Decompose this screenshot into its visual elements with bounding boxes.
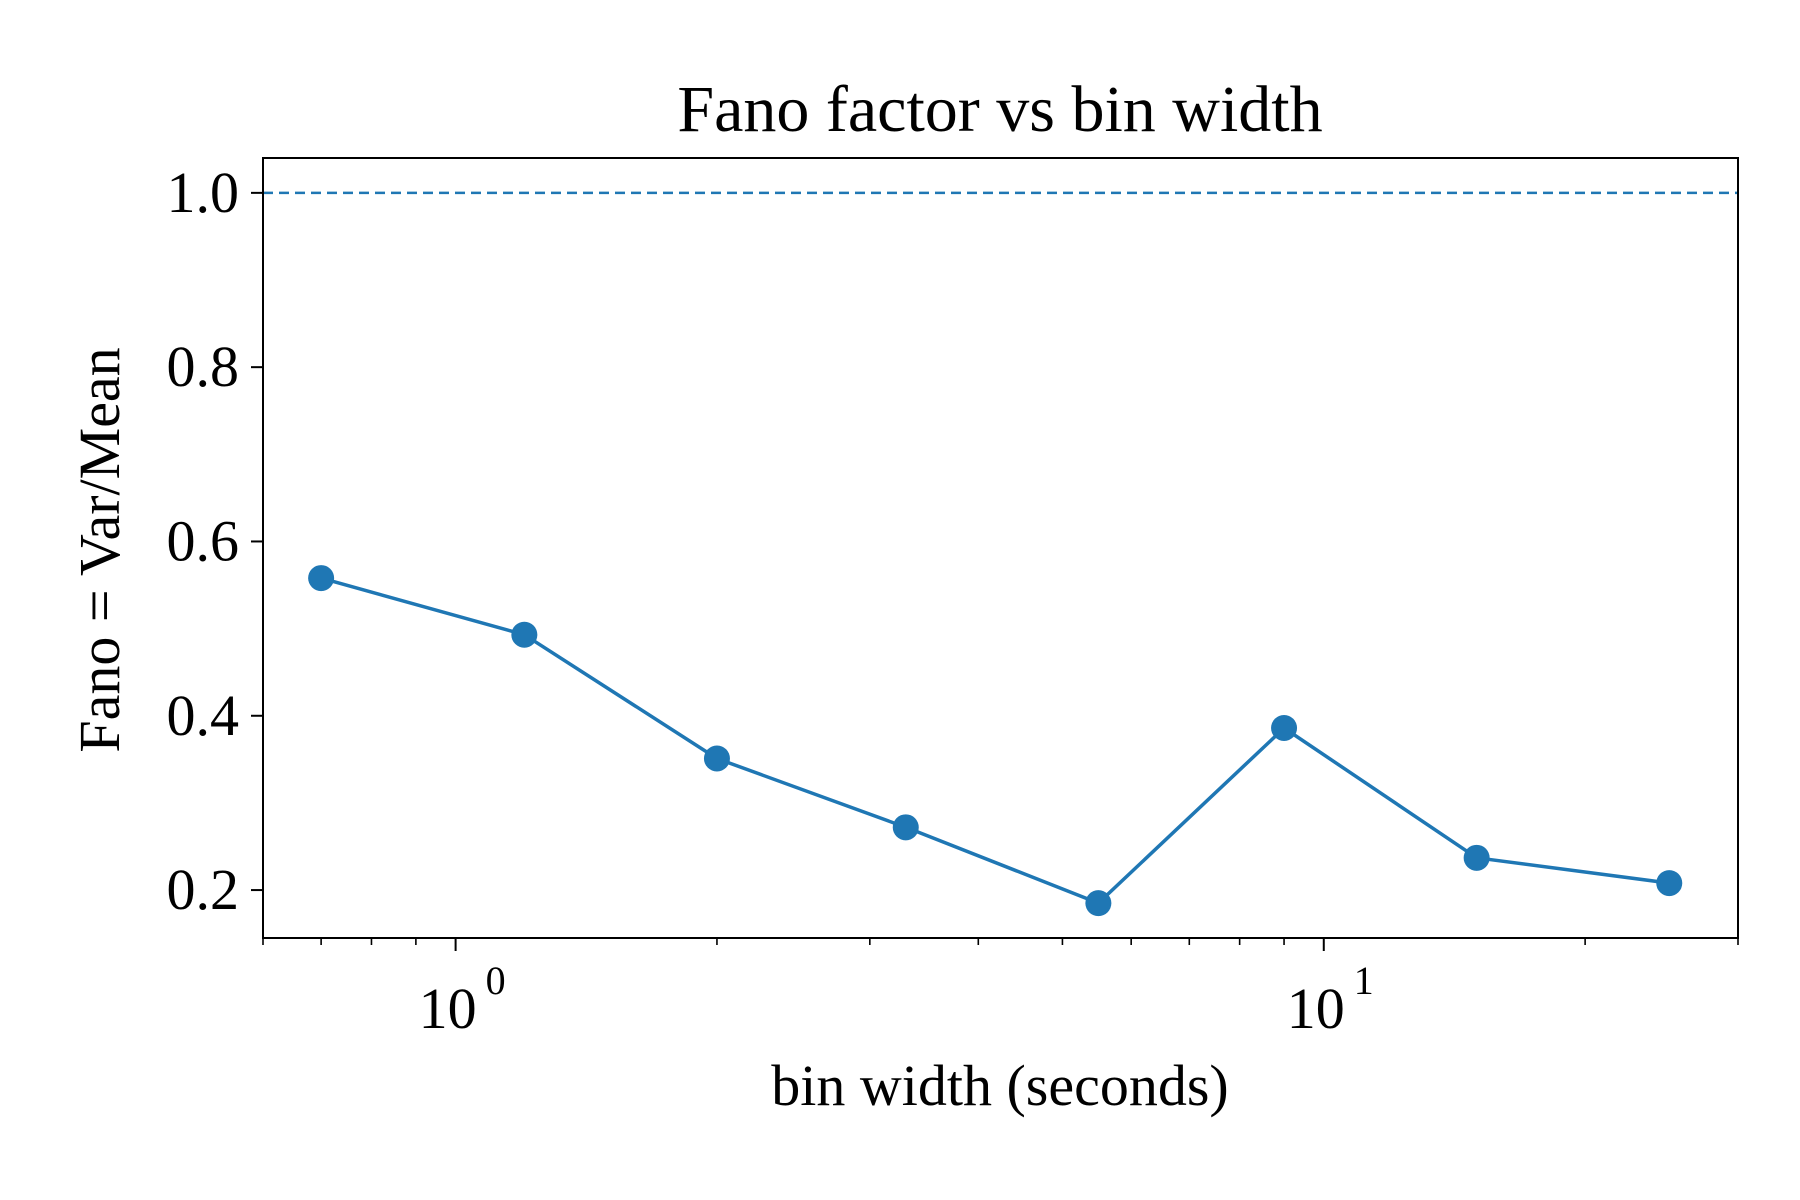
y-tick-label: 0.4 (167, 683, 240, 748)
x-tick-label: 10 (1287, 976, 1345, 1041)
y-tick-label: 0.2 (167, 857, 240, 922)
chart-title: Fano factor vs bin width (677, 73, 1322, 146)
x-tick-label: 10 (419, 976, 477, 1041)
data-point (892, 814, 919, 841)
y-tick-label: 0.8 (167, 334, 240, 399)
data-point (1656, 870, 1683, 897)
plot-area: 0.20.40.60.81.010 0 10 1 (167, 160, 1739, 1041)
plot-frame (262, 157, 1739, 939)
y-tick-label: 0.6 (167, 508, 240, 573)
data-point (1271, 714, 1298, 741)
series-line (320, 576, 1670, 905)
y-axis-label: Fano = Var/Mean (67, 347, 132, 752)
data-point (1463, 844, 1490, 871)
x-tick-label-exponent: 1 (1354, 958, 1374, 1003)
data-point (703, 745, 730, 772)
data-point (1085, 890, 1112, 917)
data-point (511, 621, 538, 648)
data-point (308, 565, 335, 592)
y-tick-label: 1.0 (167, 160, 240, 225)
x-axis-label: bin width (seconds) (771, 1053, 1229, 1118)
x-tick-label-exponent: 0 (486, 958, 506, 1003)
